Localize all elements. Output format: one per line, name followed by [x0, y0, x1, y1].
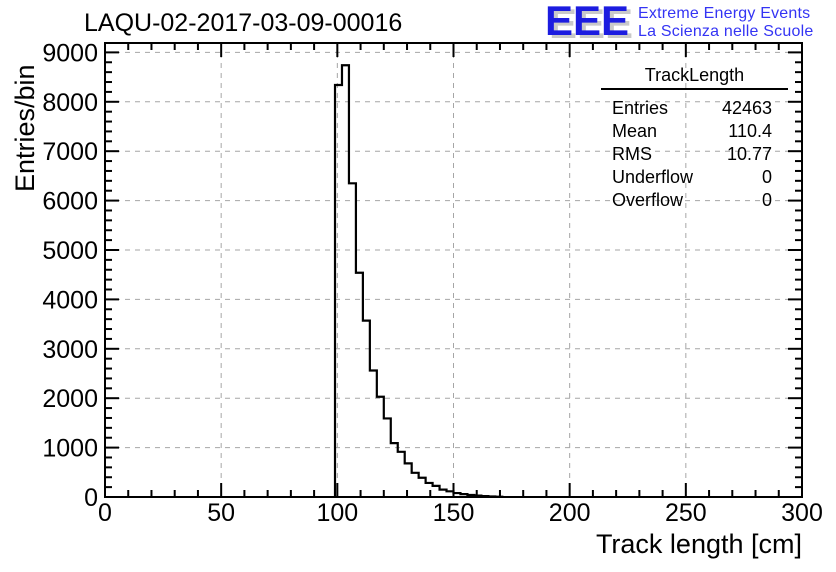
x-tick-label: 0 — [98, 499, 112, 527]
x-tick-label: 100 — [316, 499, 358, 527]
y-tick-label: 7000 — [42, 138, 98, 166]
y-tick-label: 3000 — [42, 336, 98, 364]
stats-row: Entries 42463 — [601, 97, 788, 120]
stats-row-value: 0 — [761, 167, 772, 187]
stats-row: Mean 110.4 — [601, 120, 788, 143]
stats-row: Underflow 0 — [601, 166, 788, 189]
y-tick-label: 9000 — [42, 39, 98, 67]
y-tick-label: 5000 — [42, 237, 98, 265]
x-axis-title: Track length [cm] — [595, 529, 802, 559]
eee-logo-line1: Extreme Energy Events — [638, 5, 811, 22]
stats-row: Overflow 0 — [601, 189, 788, 212]
stats-row-label: Entries — [612, 98, 669, 118]
stats-row-label: Underflow — [612, 167, 694, 187]
stats-row-value: 10.77 — [726, 144, 772, 164]
stats-box: TrackLength Entries 42463 Mean 110.4 RMS 10.7… — [601, 65, 788, 212]
x-tick-label: 300 — [781, 499, 823, 527]
axis-ticks — [104, 43, 803, 498]
x-tick-label: 250 — [665, 499, 707, 527]
stats-row-label: Overflow — [612, 190, 684, 210]
x-tick-label: 200 — [549, 499, 591, 527]
y-tick-label: 6000 — [42, 188, 98, 216]
y-tick-label: 1000 — [42, 435, 98, 463]
stats-row-value: 42463 — [721, 98, 772, 118]
stats-row: RMS 10.77 — [601, 143, 788, 166]
stats-box-title: TrackLength — [644, 65, 745, 85]
stats-row-value: 110.4 — [728, 121, 772, 141]
eee-logo-acronym: EEE — [545, 0, 630, 44]
eee-logo-text: Extreme Energy Events La Scienza nelle S… — [638, 3, 813, 40]
x-tick-label: 50 — [207, 499, 235, 527]
histogram-line — [333, 64, 504, 498]
y-tick-label: 8000 — [42, 89, 98, 117]
y-axis-title: Entries/bin — [10, 64, 40, 192]
x-tick-label: 150 — [433, 499, 475, 527]
y-tick-label: 4000 — [42, 286, 98, 314]
eee-logo-line2: La Scienza nelle Scuole — [638, 22, 814, 40]
stats-row-label: Mean — [612, 121, 658, 141]
stats-box-rows: Entries 42463 Mean 110.4 RMS 10.77 Underflow 0 O… — [601, 90, 788, 212]
stats-row-label: RMS — [612, 144, 652, 164]
x-tick-labels: 0 50 100 150 200 250 300 — [98, 499, 823, 527]
stats-box-divider — [601, 88, 788, 90]
y-tick-label: 2000 — [42, 385, 98, 413]
y-tick-label: 0 — [84, 484, 98, 512]
eee-logo: EEE Extreme Energy Events La Scienza nel… — [545, 0, 813, 44]
y-tick-labels: 0 1000 2000 3000 4000 5000 6000 7000 8000 9000 — [42, 39, 98, 512]
plot-title: LAQU-02-2017-03-09-00016 — [84, 9, 403, 37]
stats-row-value: 0 — [761, 190, 772, 210]
